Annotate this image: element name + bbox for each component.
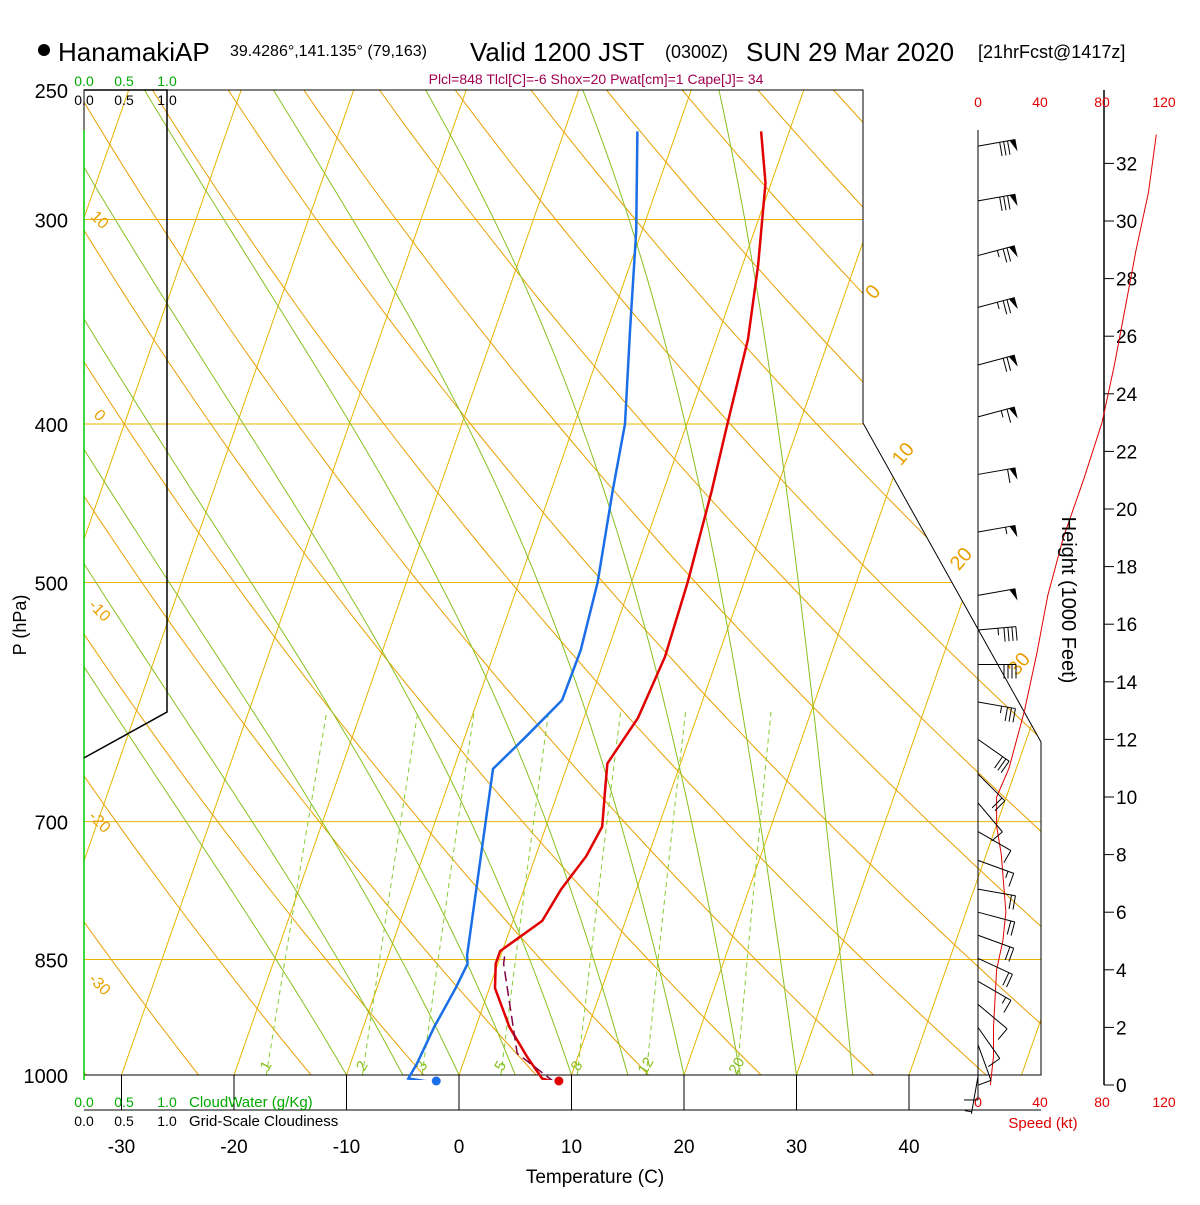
height-tick-label: 4	[1116, 961, 1127, 982]
height-tick-label: 12	[1116, 730, 1137, 751]
pressure-tick-label: 300	[35, 211, 68, 233]
height-tick-label: 22	[1116, 442, 1137, 463]
cloudiness-tick-bottom: 0.5	[114, 1113, 134, 1129]
speed-axis-label: Speed (kt)	[1008, 1115, 1077, 1132]
cloudiness-label: Grid-Scale Cloudiness	[189, 1113, 338, 1130]
speed-tick-bottom: 120	[1152, 1094, 1176, 1110]
y-axis-label: P (hPa)	[10, 595, 30, 656]
height-tick-label: 16	[1116, 615, 1137, 636]
station-dot-icon	[38, 44, 50, 56]
surface-temperature-marker	[554, 1077, 563, 1086]
pressure-tick-label: 400	[35, 415, 68, 437]
height-tick-label: 14	[1116, 673, 1138, 694]
cloudiness-tick-top: 0.0	[74, 92, 94, 108]
wind-barb-half	[998, 628, 999, 635]
temperature-tick-label: 20	[673, 1137, 694, 1158]
pressure-tick-label: 700	[35, 813, 68, 835]
cloudwater-tick-bottom: 1.0	[157, 1094, 177, 1110]
temperature-tick-label: -30	[108, 1137, 135, 1158]
forecast-info: [21hrFcst@1417z]	[978, 42, 1125, 62]
height-tick-label: 30	[1116, 212, 1137, 233]
height-tick-label: 8	[1116, 846, 1127, 867]
speed-tick-top: 0	[974, 94, 982, 110]
cloudiness-tick-top: 0.5	[114, 92, 134, 108]
pressure-tick-label: 250	[35, 81, 68, 103]
speed-tick-top: 120	[1152, 94, 1176, 110]
station-coords: 39.4286°,141.135° (79,163)	[230, 43, 427, 60]
height-tick-label: 18	[1116, 558, 1137, 579]
cloudwater-tick-top: 0.5	[114, 73, 134, 89]
temperature-tick-label: 0	[454, 1137, 465, 1158]
temperature-tick-label: -20	[220, 1137, 247, 1158]
height-axis-label: Height (1000 Feet)	[1057, 517, 1079, 684]
speed-tick-bottom: 40	[1032, 1094, 1048, 1110]
height-tick-label: 24	[1116, 385, 1138, 406]
valid-time: Valid 1200 JST	[470, 37, 645, 67]
cloudwater-tick-top: 0.0	[74, 73, 94, 89]
pressure-tick-label: 1000	[24, 1066, 69, 1088]
height-tick-label: 6	[1116, 903, 1127, 924]
height-tick-label: 32	[1116, 154, 1137, 175]
temperature-tick-label: 30	[786, 1137, 807, 1158]
station-name: HanamakiAP	[58, 37, 210, 67]
surface-dewpoint-marker	[432, 1077, 441, 1086]
speed-tick-top: 80	[1094, 94, 1110, 110]
height-tick-label: 20	[1116, 500, 1137, 521]
height-tick-label: 28	[1116, 270, 1137, 291]
temperature-tick-label: -10	[333, 1137, 360, 1158]
height-tick-label: 0	[1116, 1076, 1127, 1097]
height-tick-label: 2	[1116, 1018, 1127, 1039]
cloudiness-tick-bottom: 1.0	[157, 1113, 177, 1129]
pressure-tick-label: 850	[35, 951, 68, 973]
cloudwater-tick-bottom: 0.5	[114, 1094, 134, 1110]
speed-tick-top: 40	[1032, 94, 1048, 110]
valid-zulu: (0300Z)	[665, 42, 728, 62]
cloudwater-tick-top: 1.0	[157, 73, 177, 89]
temperature-tick-label: 40	[898, 1137, 919, 1158]
height-tick-label: 10	[1116, 788, 1137, 809]
x-axis-label: Temperature (C)	[526, 1167, 664, 1188]
cloudwater-label: CloudWater (g/Kg)	[189, 1094, 313, 1111]
speed-tick-bottom: 80	[1094, 1094, 1110, 1110]
temperature-tick-label: 10	[561, 1137, 582, 1158]
pressure-tick-label: 500	[35, 574, 68, 596]
valid-date: SUN 29 Mar 2020	[746, 37, 954, 67]
stability-indices: Plcl=848 Tlcl[C]=-6 Shox=20 Pwat[cm]=1 C…	[429, 71, 764, 87]
cloudiness-tick-bottom: 0.0	[74, 1113, 94, 1129]
cloudwater-tick-bottom: 0.0	[74, 1094, 94, 1110]
